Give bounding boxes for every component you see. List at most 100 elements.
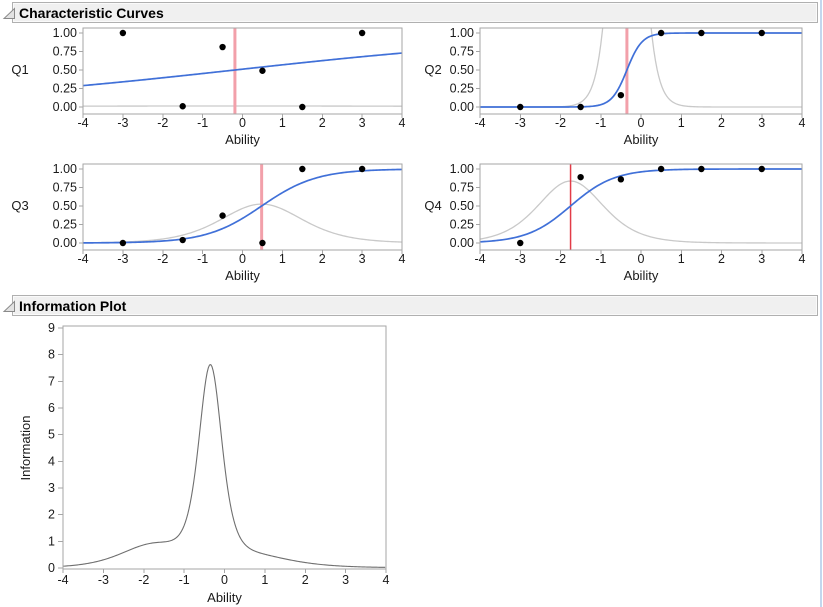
x-tick-label: 0 [221, 573, 228, 587]
y-tick-label: 1.00 [53, 26, 77, 40]
y-tick-label: 0.25 [53, 218, 77, 232]
q2-characteristic-plot[interactable]: 0.00 0.25 0.50 0.75 1.00 -4 -3 -2 -1 0 1 2 3 4 Ability… [410, 25, 822, 157]
data-point[interactable] [577, 173, 584, 181]
x-tick-label: 0 [638, 116, 645, 130]
data-point[interactable] [259, 67, 266, 74]
data-point[interactable] [259, 239, 266, 247]
plot-frame [82, 163, 403, 251]
data-point[interactable] [517, 239, 524, 247]
data-point[interactable] [657, 165, 665, 173]
x-tick-label: -3 [515, 252, 526, 266]
data-point[interactable] [698, 165, 705, 173]
x-tick-label: -2 [157, 116, 168, 130]
x-tick-label: -4 [57, 573, 68, 587]
x-tick-label: 3 [359, 252, 366, 266]
y-tick-label: 1.00 [450, 162, 474, 176]
y-tick-label: 0.50 [450, 63, 474, 77]
q1-characteristic-plot[interactable]: 0.00 0.25 0.50 0.75 1.00 -4 -3 -2 -1 0 1 2 3 4 Ability… [0, 25, 410, 157]
x-tick-label: 4 [799, 252, 806, 266]
y-tick-label: 0.00 [450, 100, 474, 114]
x-tick-label: -1 [595, 252, 606, 266]
data-point[interactable] [119, 29, 127, 37]
x-tick-label: -2 [555, 116, 566, 130]
x-tick-label: 4 [399, 116, 406, 130]
item-information-curve [83, 203, 402, 244]
y-tick-label: 0.75 [450, 45, 474, 59]
item-characteristic-curve [480, 168, 802, 243]
x-tick-label: -1 [595, 116, 606, 130]
item-information-curve [480, 180, 802, 244]
section-title: Characteristic Curves [19, 5, 164, 21]
plot-frame [479, 27, 803, 115]
information-plot[interactable]: 0 1 2 3 4 5 6 7 8 9 -4 -3 -2 -1 0 1 2 3 4 Ability Informatio… [0, 315, 420, 607]
x-tick-label: 3 [359, 116, 366, 130]
y-tick-label: 2 [48, 508, 55, 522]
x-tick-label: 3 [758, 252, 765, 266]
data-point[interactable] [119, 239, 127, 247]
y-tick-label: 0.00 [450, 236, 474, 250]
data-point[interactable] [577, 103, 584, 111]
data-point[interactable] [617, 91, 625, 99]
data-point[interactable] [758, 165, 765, 173]
section-header-information-plot: Information Plot [0, 295, 818, 316]
q4-characteristic-plot[interactable]: 0.00 0.25 0.50 0.75 1.00 -4 -3 -2 -1 0 1 2 3 4 Ability… [410, 161, 822, 293]
x-axis-label: Ability [624, 132, 659, 147]
x-axis-label: Ability [225, 132, 260, 147]
total-information-curve [62, 363, 386, 568]
y-tick-label: 0.75 [450, 181, 474, 195]
x-tick-label: 2 [718, 252, 725, 266]
y-tick-label: 0.75 [53, 45, 77, 59]
item-characteristic-curve [83, 168, 402, 244]
data-point[interactable] [517, 103, 524, 111]
y-tick-label: 8 [48, 348, 55, 362]
data-point[interactable] [698, 29, 705, 37]
disclosure-triangle-icon[interactable] [2, 299, 17, 314]
x-tick-label: -3 [98, 573, 109, 587]
data-point[interactable] [179, 103, 186, 110]
x-axis-label: Ability [207, 590, 242, 605]
x-tick-label: -2 [157, 252, 168, 266]
item-label: Q1 [11, 62, 28, 77]
data-point[interactable] [179, 236, 186, 244]
data-point[interactable] [758, 29, 765, 37]
y-tick-label: 6 [48, 401, 55, 415]
plot-frame [82, 27, 403, 115]
data-point[interactable] [358, 29, 366, 37]
x-tick-label: -1 [179, 573, 190, 587]
x-tick-label: 2 [302, 573, 309, 587]
x-tick-label: 0 [239, 116, 246, 130]
data-point[interactable] [219, 212, 226, 219]
y-axis-label: Information [18, 415, 33, 480]
disclosure-triangle-icon[interactable] [2, 6, 17, 21]
data-point[interactable] [299, 103, 306, 111]
item-information-curve [480, 28, 802, 108]
plot-frame [479, 163, 803, 251]
q3-characteristic-plot[interactable]: 0.00 0.25 0.50 0.75 1.00 -4 -3 -2 -1 0 1 2 3 4 Ability… [0, 161, 410, 293]
window-right-border [820, 0, 822, 607]
x-tick-label: 1 [279, 252, 286, 266]
section-title-box[interactable]: Information Plot [12, 295, 818, 316]
x-tick-label: 1 [678, 252, 685, 266]
x-tick-label: 3 [342, 573, 349, 587]
item-characteristic-curve [480, 32, 802, 108]
y-tick-label: 5 [48, 428, 55, 442]
x-tick-label: 1 [261, 573, 268, 587]
x-tick-label: 1 [279, 116, 286, 130]
data-point[interactable] [219, 43, 226, 51]
x-tick-label: -3 [515, 116, 526, 130]
x-axis-label: Ability [225, 268, 260, 283]
x-tick-label: 0 [638, 252, 645, 266]
data-point[interactable] [299, 165, 306, 173]
x-tick-label: 1 [678, 116, 685, 130]
x-tick-label: 2 [319, 116, 326, 130]
data-point[interactable] [657, 29, 665, 37]
y-tick-label: 0.00 [53, 100, 77, 114]
data-point[interactable] [617, 176, 625, 183]
x-tick-label: -4 [77, 116, 88, 130]
x-tick-label: -2 [555, 252, 566, 266]
x-tick-label: -3 [117, 116, 128, 130]
y-tick-label: 1.00 [450, 26, 474, 40]
data-point[interactable] [358, 165, 366, 173]
y-tick-label: 9 [48, 321, 55, 335]
section-title-box[interactable]: Characteristic Curves [12, 2, 818, 23]
